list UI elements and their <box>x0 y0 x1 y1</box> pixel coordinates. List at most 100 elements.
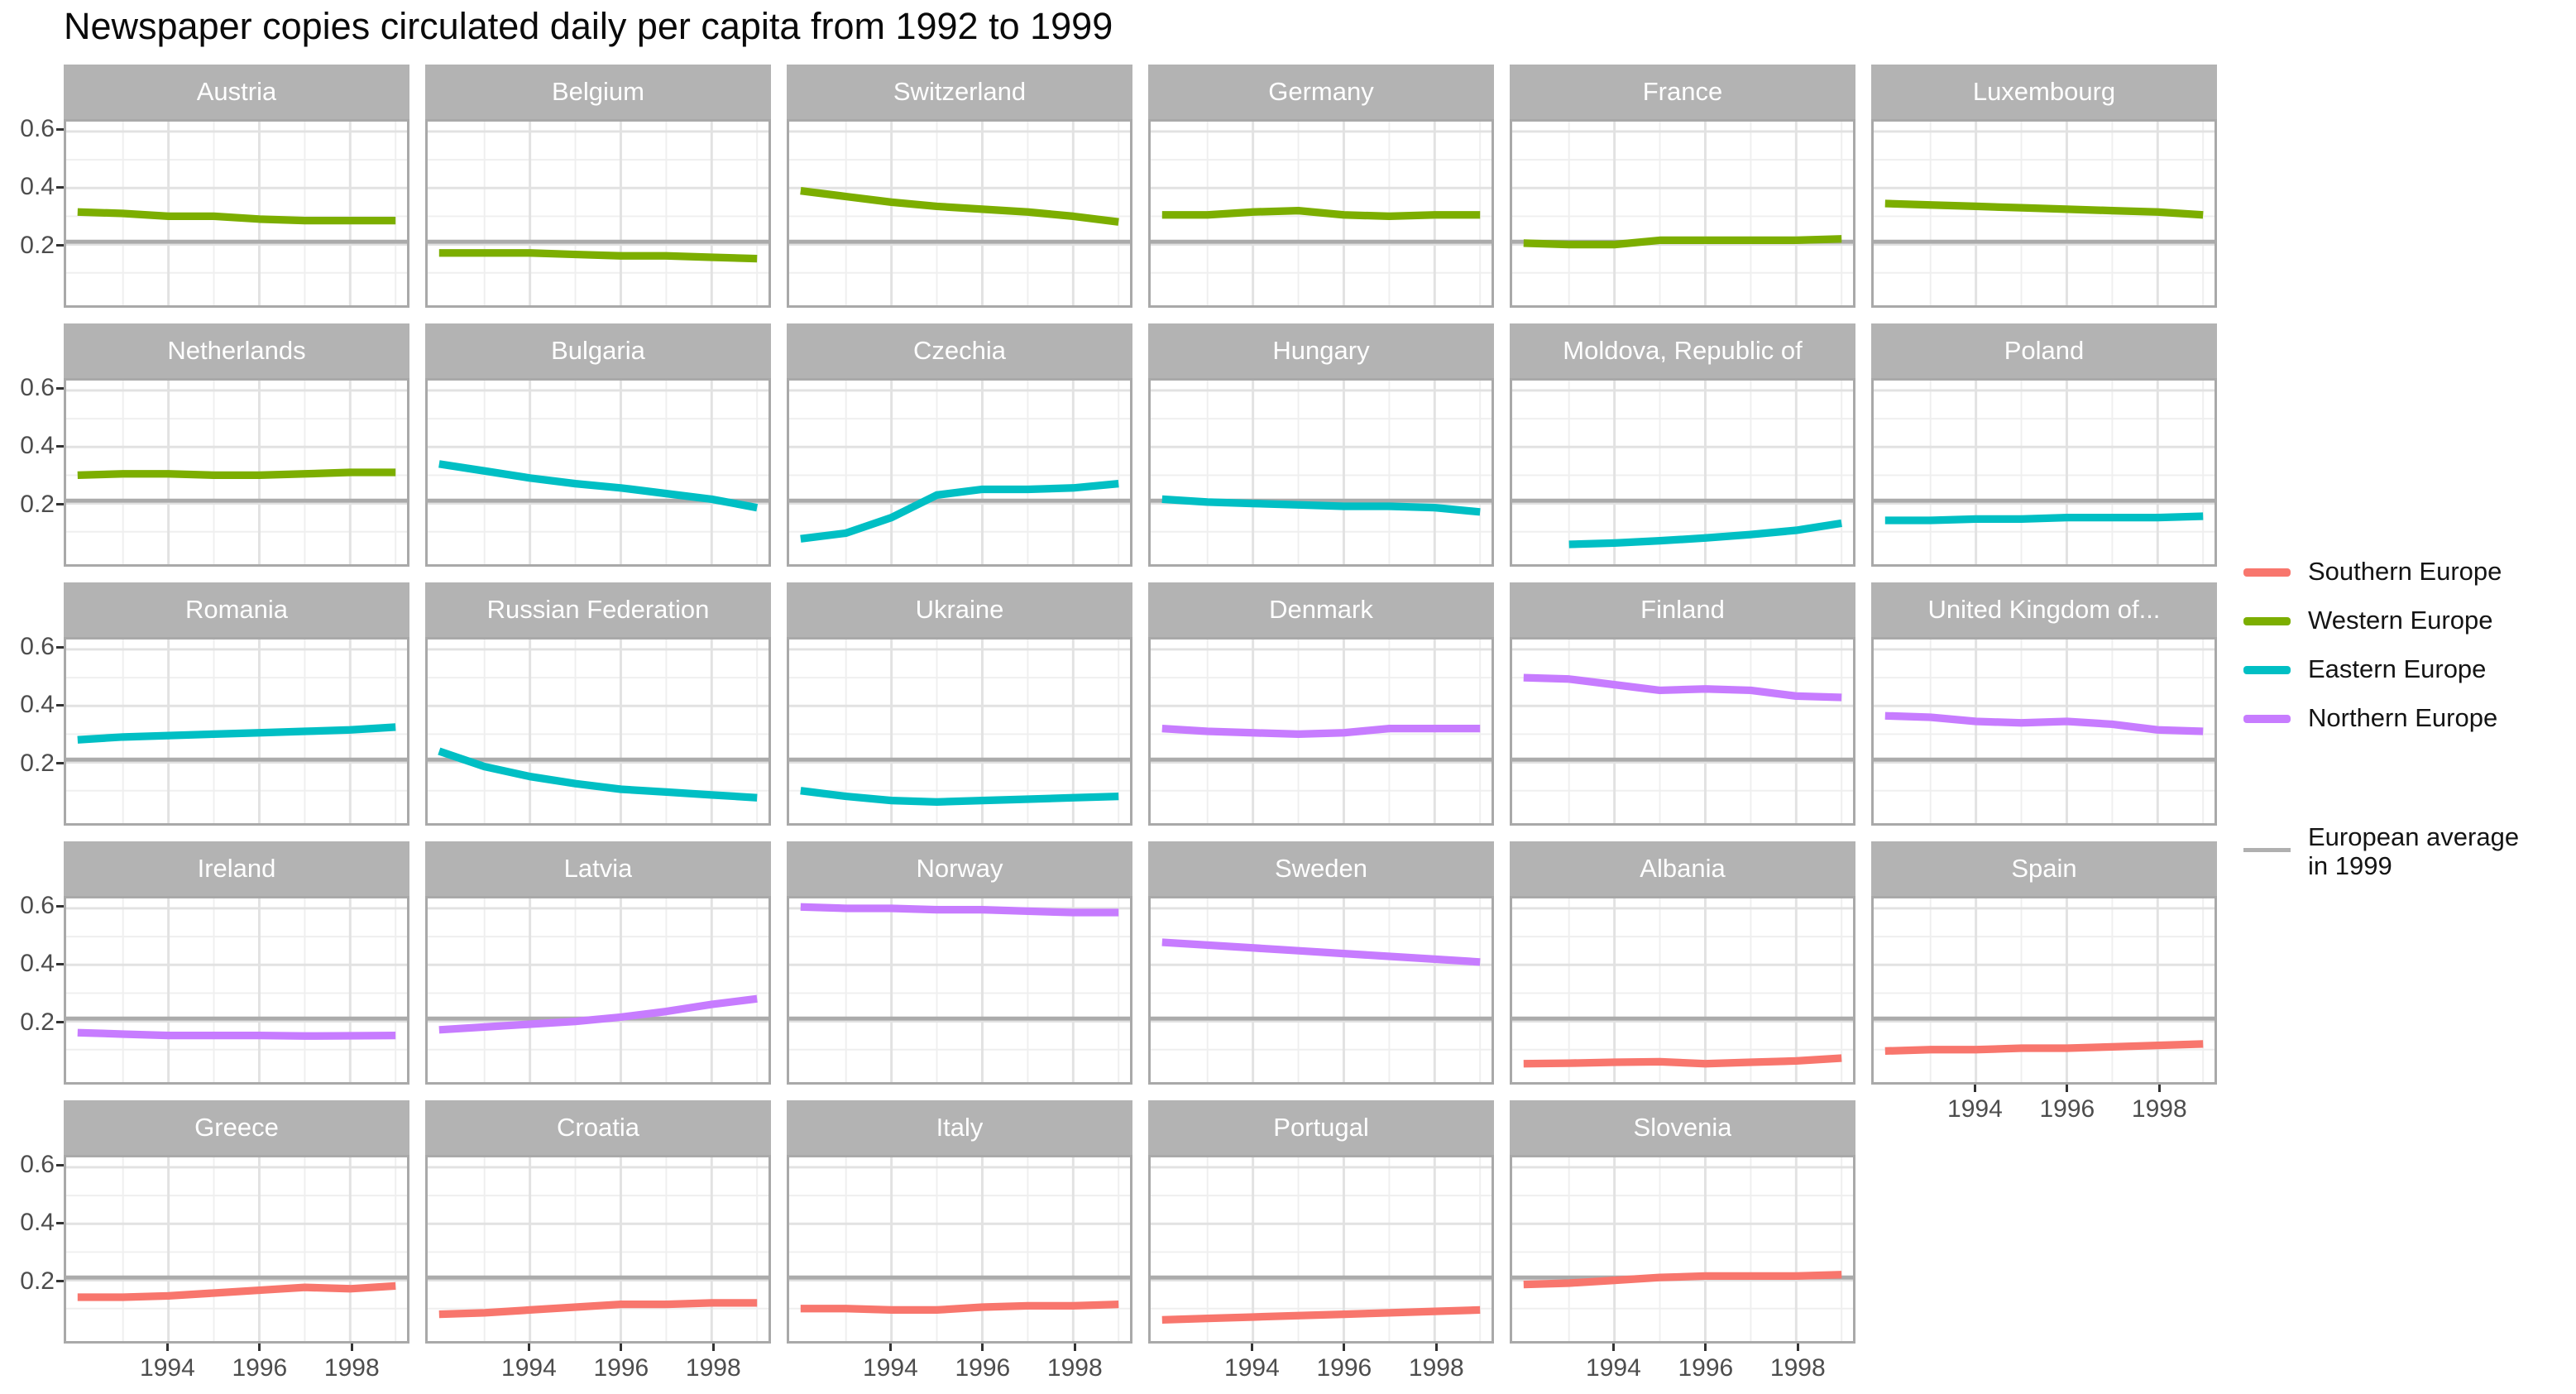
x-axis-label: 1998 <box>2131 1095 2187 1123</box>
x-axis-label: 1998 <box>685 1354 741 1382</box>
x-axis-label: 1996 <box>955 1354 1011 1382</box>
facet-strip-label: Germany <box>1268 77 1374 106</box>
series-line-belgium <box>438 249 758 263</box>
facet-strip-label: France <box>1642 77 1723 106</box>
y-axis-label: 0.2 <box>20 1267 55 1295</box>
legend-swatch-northern-europe <box>2243 715 2291 723</box>
facet-strip: Albania <box>1510 841 1855 896</box>
legend-swatch-european-average <box>2243 848 2291 852</box>
facet-strip-label: Czechia <box>913 336 1006 365</box>
series-line-russian-federation <box>438 747 758 802</box>
y-axis-tick <box>56 1280 64 1283</box>
facet-strip-label: Portugal <box>1273 1113 1369 1142</box>
facet-netherlands: Netherlands <box>64 323 409 567</box>
facet-croatia: Croatia <box>425 1100 771 1344</box>
x-axis-label: 1996 <box>1316 1354 1372 1382</box>
facet-panel <box>1871 378 2217 567</box>
x-axis-label: 1998 <box>323 1354 380 1382</box>
x-axis-label: 1998 <box>1769 1354 1826 1382</box>
x-axis-tick <box>1434 1344 1438 1351</box>
series-line-germany <box>1161 206 1481 221</box>
legend-label-western-europe: Western Europe <box>2308 606 2493 635</box>
facet-strip-label: Norway <box>916 854 1003 883</box>
facet-strip-label: Italy <box>936 1113 984 1142</box>
facet-panel <box>64 1155 409 1344</box>
y-axis-tick <box>56 444 64 448</box>
facet-russian-federation: Russian Federation <box>425 582 771 826</box>
series-line-albania <box>1523 1054 1842 1068</box>
facet-strip: United Kingdom of... <box>1871 582 2217 637</box>
facet-panel <box>64 119 409 308</box>
facet-plot-area <box>428 122 768 305</box>
facet-strip: Hungary <box>1148 323 1494 378</box>
series-line-czechia <box>800 480 1119 543</box>
legend-label-northern-europe: Northern Europe <box>2308 703 2498 732</box>
facet-strip-label: Belgium <box>552 77 644 106</box>
series-line-hungary <box>1161 495 1481 516</box>
facet-hungary: Hungary <box>1148 323 1494 567</box>
facet-strip: Greece <box>64 1100 409 1155</box>
y-axis-label: 0.6 <box>20 115 55 143</box>
facet-panel <box>1510 1155 1855 1344</box>
facet-strip-label: Switzerland <box>893 77 1027 106</box>
y-axis-tick <box>56 703 64 707</box>
series-line-norway <box>800 903 1119 917</box>
facet-strip-label: Ukraine <box>915 595 1004 624</box>
x-axis-label: 1998 <box>1046 1354 1103 1382</box>
facet-plot-area <box>1151 640 1491 823</box>
x-axis-label: 1998 <box>1408 1354 1464 1382</box>
facet-plot-area <box>428 898 768 1082</box>
x-axis-tick <box>620 1344 623 1351</box>
legend-label-european-average-line1: European average <box>2308 822 2520 851</box>
facet-spain: Spain <box>1871 841 2217 1085</box>
facet-latvia: Latvia <box>425 841 771 1085</box>
facet-plot-area <box>428 381 768 564</box>
series-line-france <box>1523 235 1842 249</box>
y-axis-label: 0.6 <box>20 633 55 661</box>
facet-plot-area <box>1512 381 1853 564</box>
facet-strip: Russian Federation <box>425 582 771 637</box>
facet-greece: Greece <box>64 1100 409 1344</box>
x-axis-label: 1994 <box>863 1354 918 1382</box>
facet-strip-label: Bulgaria <box>551 336 645 365</box>
facet-strip: Germany <box>1148 65 1494 119</box>
facet-plot-area <box>789 122 1130 305</box>
legend-label-southern-europe: Southern Europe <box>2308 557 2502 586</box>
facet-plot-area <box>66 640 407 823</box>
x-axis-tick <box>1250 1344 1253 1351</box>
y-axis-tick <box>56 185 64 189</box>
facet-czechia: Czechia <box>787 323 1132 567</box>
facet-austria: Austria <box>64 65 409 308</box>
series-line-romania <box>77 723 396 744</box>
y-axis-label: 0.4 <box>20 691 55 719</box>
chart-title: Newspaper copies circulated daily per ca… <box>64 5 1113 47</box>
facet-plot-area <box>1874 640 2214 823</box>
facet-panel <box>787 637 1132 826</box>
series-line-united-kingdom-of <box>1884 711 2204 735</box>
x-axis-tick <box>1343 1344 1346 1351</box>
y-axis-tick <box>56 1221 64 1224</box>
series-line-ireland <box>77 1028 396 1040</box>
facet-strip: France <box>1510 65 1855 119</box>
series-line-spain <box>1884 1040 2204 1056</box>
facet-panel <box>425 119 771 308</box>
y-axis-label: 0.6 <box>20 374 55 402</box>
facet-panel <box>787 378 1132 567</box>
facet-strip-label: Albania <box>1640 854 1726 883</box>
facet-plot-area <box>1512 1157 1853 1341</box>
series-line-netherlands <box>77 468 396 480</box>
y-axis-tick <box>56 904 64 908</box>
facet-strip-label: Croatia <box>557 1113 639 1142</box>
x-axis-label: 1994 <box>1224 1354 1280 1382</box>
series-line-ukraine <box>800 787 1119 807</box>
facet-strip-label: Finland <box>1640 595 1725 624</box>
facet-luxembourg: Luxembourg <box>1871 65 2217 308</box>
facet-romania: Romania <box>64 582 409 826</box>
y-axis-tick <box>56 1163 64 1166</box>
y-axis-tick <box>56 244 64 247</box>
facet-panel <box>1510 378 1855 567</box>
facet-panel <box>1510 119 1855 308</box>
y-axis-label: 0.2 <box>20 490 55 518</box>
facet-plot-area <box>66 122 407 305</box>
x-axis-tick <box>258 1344 261 1351</box>
